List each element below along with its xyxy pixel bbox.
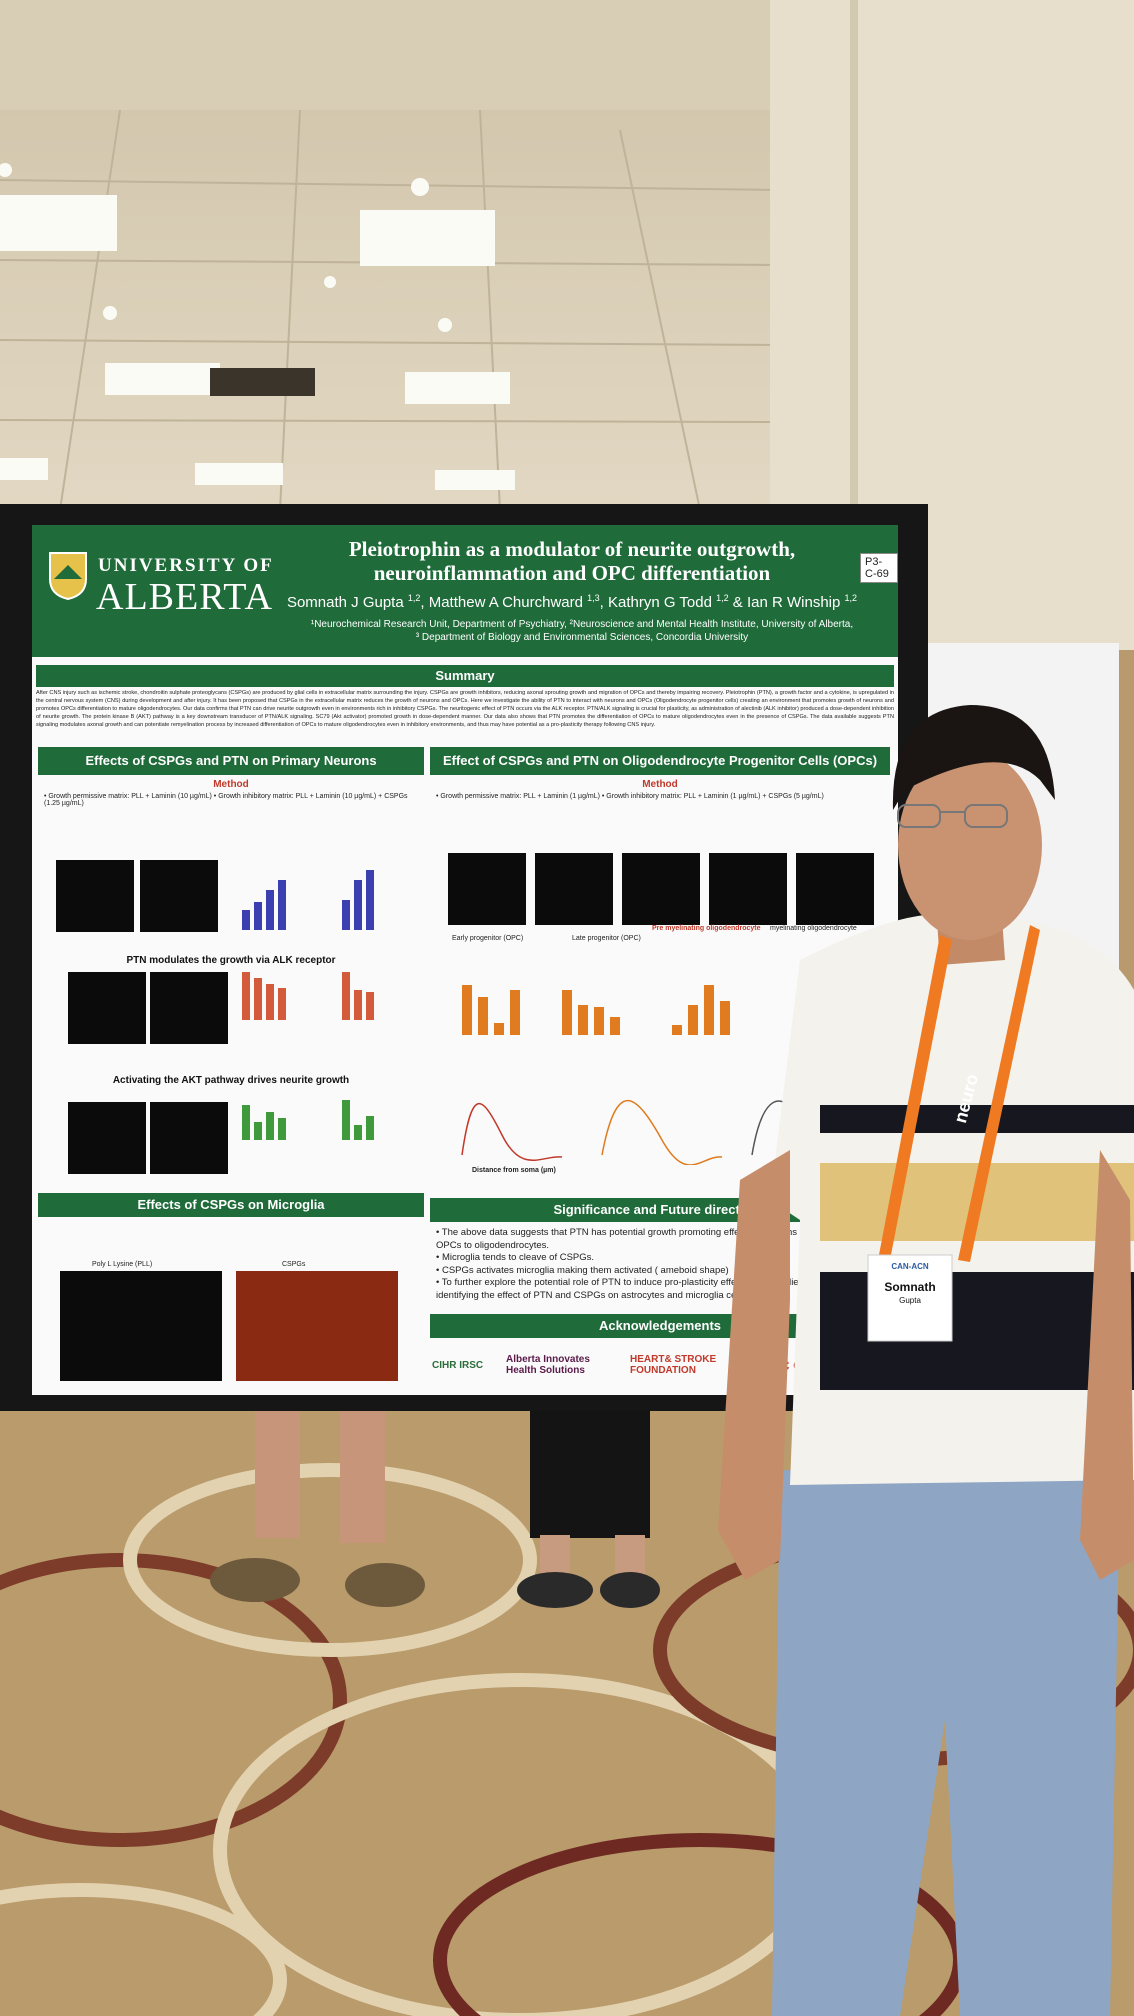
author-affiliation: 1,2 — [844, 593, 858, 603]
author-name: & Ian R Winship — [728, 594, 845, 611]
stage-label: Pre myelinating oligodendrocyte — [652, 925, 761, 932]
badge-org: CAN-ACN — [891, 1262, 929, 1271]
stage-label: Early progenitor (OPC) — [452, 935, 524, 942]
sponsor: CIHR IRSC — [432, 1359, 484, 1371]
crest — [49, 552, 87, 601]
stage-label: myelinating oligodendrocyte — [770, 925, 857, 932]
arm — [718, 1150, 790, 1580]
poster-header: UNIVERSITY OF ALBERTA Pleiotrophin as a … — [32, 525, 898, 657]
bullet: • The above data suggests that PTN has p… — [436, 1227, 886, 1251]
wall-edge — [850, 0, 858, 650]
method-heading: Method — [642, 779, 678, 790]
section-heading: Effect of CSPGs and PTN on Oligodendrocy… — [430, 747, 890, 775]
micrograph — [150, 1102, 228, 1174]
lanyard — [878, 925, 1040, 1262]
author-affiliation: 1,2 — [716, 593, 729, 603]
sponsor: HEART& STROKE FOUNDATION — [630, 1354, 717, 1376]
ceiling-lights — [0, 163, 515, 490]
micrograph — [448, 853, 526, 925]
university-line-2: ALBERTA — [96, 576, 273, 618]
badge-first-name: Somnath — [884, 1280, 936, 1294]
stage-label: Late progenitor (OPC) — [572, 935, 641, 942]
micrograph — [56, 860, 134, 932]
affiliations: ¹Neurochemical Research Unit, Department… — [262, 618, 902, 644]
bullet: • CSPGs activates microglia making them … — [436, 1264, 729, 1276]
summary-text: After CNS injury such as ischemic stroke… — [36, 690, 894, 728]
method-text: • Growth permissive matrix: PLL + Lamini… — [44, 793, 408, 807]
section-heading: Effects of CSPGs and PTN on Primary Neur… — [38, 747, 424, 775]
author-affiliation: 1,3 — [587, 593, 600, 603]
bullet: • To further explore the potential role … — [436, 1277, 858, 1301]
jeans — [772, 1470, 1120, 2016]
badge-last-name: Gupta — [899, 1296, 921, 1305]
subheading: Activating the AKT pathway drives neurit… — [112, 1075, 350, 1086]
bullet: • Microglia tends to cleave of CSPGs. — [436, 1252, 595, 1263]
panel-label: CSPGs — [282, 1261, 306, 1268]
legs-behind — [210, 1408, 660, 1608]
bullet-list: • The above data suggests that PTN has p… — [436, 1227, 886, 1302]
figure-bars — [242, 870, 374, 1140]
method-text: • Growth permissive matrix: PLL + Lamini… — [436, 793, 824, 800]
head — [898, 750, 1042, 940]
micrograph — [150, 972, 228, 1044]
shirt-stripe — [820, 1105, 1134, 1133]
figure-bars — [461, 985, 803, 1165]
author-name: Somnath J Gupta — [286, 594, 408, 611]
micrograph — [622, 853, 700, 925]
micrograph — [60, 1271, 222, 1381]
micrograph — [68, 972, 146, 1044]
poster: UNIVERSITY OF ALBERTA Pleiotrophin as a … — [32, 525, 898, 1395]
poster-title: Pleiotrophin as a modulator of neurite o… — [348, 537, 796, 585]
glasses — [897, 804, 1008, 828]
micrograph — [68, 1102, 146, 1174]
author-name: , Matthew A Churchward — [420, 594, 588, 611]
poster-code: P3-C-69 — [860, 553, 898, 583]
affiliation: ³ Department of Biology and Environmenta… — [415, 632, 749, 643]
ceiling-bulkhead — [0, 0, 780, 110]
method-heading: Method — [213, 779, 249, 790]
authors: Somnath J Gupta 1,2, Matthew A Churchwar… — [262, 593, 882, 611]
subheading: PTN modulates the growth via ALK recepto… — [126, 955, 336, 966]
micrograph — [535, 853, 613, 925]
arm — [1080, 1150, 1134, 1580]
author-affiliation: 1,2 — [407, 593, 421, 603]
ceiling-vent — [210, 368, 315, 396]
micrograph — [140, 860, 218, 932]
micrograph — [709, 853, 787, 925]
affiliation: ¹Neurochemical Research Unit, Department… — [310, 619, 854, 630]
badge — [867, 1254, 953, 1342]
panel-label: Poly L Lysine (PLL) — [92, 1261, 153, 1268]
hair — [892, 705, 1055, 810]
micrograph — [236, 1271, 398, 1381]
author-name: , Kathryn G Todd — [599, 594, 717, 611]
university-line-1: UNIVERSITY OF — [98, 555, 274, 576]
section-heading: Effects of CSPGs on Microglia — [38, 1193, 424, 1217]
axis-label: Distance from soma (µm) — [472, 1167, 556, 1174]
section-heading: Summary — [36, 665, 894, 687]
sponsor: Alberta Innovates Health Solutions — [506, 1354, 590, 1376]
micrograph — [796, 853, 874, 925]
